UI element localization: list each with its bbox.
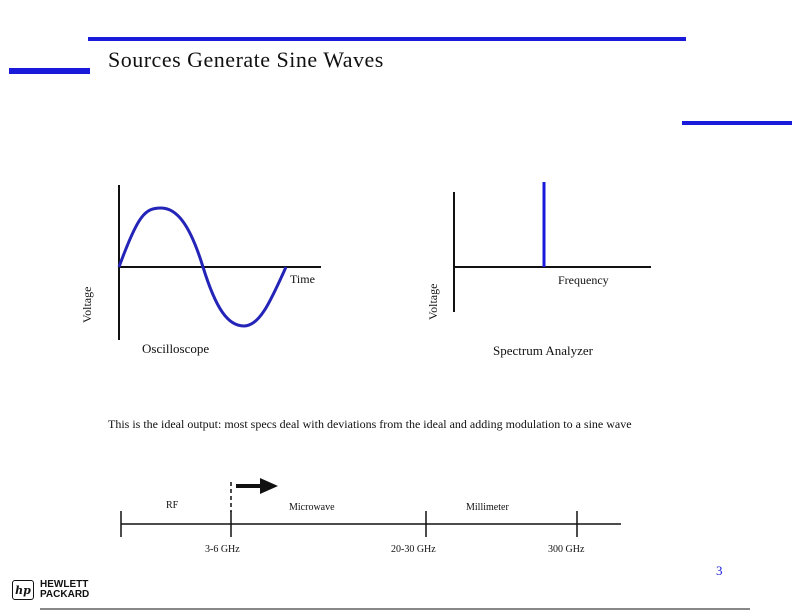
spectrum-x-label: Frequency (558, 273, 609, 287)
logo-mark: hp (15, 583, 31, 597)
oscilloscope-y-label: Voltage (80, 286, 94, 323)
tick-label-300ghz: 300 GHz (548, 544, 585, 555)
hp-logo-icon: hp (12, 580, 34, 600)
arrow-right-icon (236, 478, 278, 494)
tick-label-20-30ghz: 20-30 GHz (391, 544, 436, 555)
band-label-rf: RF (166, 500, 179, 511)
spectrum-y-label: Voltage (426, 283, 440, 320)
oscilloscope-x-label: Time (290, 272, 315, 286)
left-accent-bar (9, 68, 90, 74)
right-accent-bar (682, 121, 792, 125)
page-number: 3 (716, 563, 723, 578)
tick-label-3-6ghz: 3-6 GHz (205, 544, 240, 555)
sine-wave (117, 206, 288, 328)
band-label-millimeter: Millimeter (466, 502, 509, 513)
logo-line-1: HEWLETT (40, 579, 89, 590)
company-logo-text: HEWLETT PACKARD (40, 580, 89, 600)
oscilloscope-caption: Oscilloscope (142, 341, 210, 356)
spectrum-caption: Spectrum Analyzer (493, 343, 593, 358)
description-text: This is the ideal output: most specs dea… (108, 417, 632, 431)
band-label-microwave: Microwave (289, 502, 335, 513)
logo-line-2: PACKARD (40, 589, 90, 600)
slide-title: Sources Generate Sine Waves (108, 47, 384, 72)
top-accent-bar (88, 37, 686, 41)
